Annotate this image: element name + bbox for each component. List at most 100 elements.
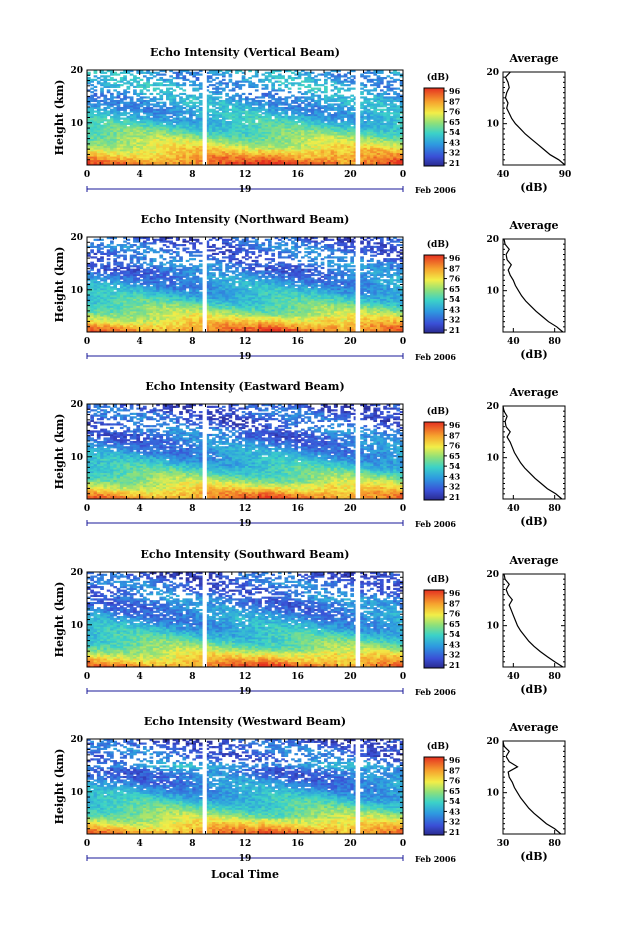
- heatmap-cell: [248, 136, 252, 140]
- heatmap-cell: [281, 143, 285, 147]
- heatmap-cell: [228, 138, 233, 141]
- heatmap-cell: [113, 131, 118, 134]
- heatmap-cell: [251, 75, 256, 78]
- heatmap-cell: [304, 71, 308, 74]
- heatmap-cell: [152, 159, 157, 162]
- panel-title: Echo Intensity (Vertical Beam): [150, 46, 340, 59]
- heatmap-cell: [333, 149, 338, 152]
- heatmap-cell: [251, 98, 256, 101]
- heatmap-cell: [149, 84, 154, 87]
- heatmap-cell: [340, 75, 345, 78]
- heatmap-cell: [198, 161, 203, 164]
- heatmap-cell: [304, 131, 308, 134]
- heatmap-cell: [159, 159, 164, 162]
- heatmap-cell: [297, 87, 302, 90]
- heatmap-cell: [87, 135, 91, 138]
- heatmap-cell: [389, 159, 394, 162]
- heatmap-cell: [195, 101, 200, 104]
- heatmap-cell: [300, 145, 305, 148]
- heatmap-cell: [291, 77, 295, 80]
- heatmap-cell: [231, 87, 236, 90]
- heatmap-cell: [324, 143, 328, 147]
- heatmap-cell: [152, 131, 157, 134]
- heatmap-cell: [146, 89, 150, 92]
- heatmap-cell: [337, 156, 341, 159]
- heatmap-cell: [228, 133, 233, 136]
- heatmap-cell: [182, 143, 187, 147]
- heatmap-cell: [268, 161, 272, 164]
- heatmap-cell: [373, 82, 378, 85]
- heatmap-cell: [113, 78, 118, 81]
- heatmap-cell: [93, 92, 98, 96]
- heatmap-cell: [347, 142, 351, 145]
- heatmap-cell: [231, 150, 236, 154]
- heatmap-cell: [271, 152, 276, 155]
- heatmap-cell: [317, 78, 322, 81]
- heatmap-cell: [182, 89, 187, 92]
- heatmap-cell: [212, 108, 216, 111]
- heatmap-cell: [277, 140, 282, 143]
- heatmap-cell: [264, 140, 269, 143]
- heatmap-cell: [324, 163, 328, 166]
- date-label: Feb 2006: [415, 185, 456, 195]
- heatmap-cell: [370, 156, 374, 159]
- heatmap-cell: [330, 161, 335, 164]
- heatmap-cell: [248, 145, 252, 148]
- heatmap-cell: [264, 154, 269, 157]
- heatmap-cell: [110, 154, 114, 157]
- heatmap-cell: [96, 152, 101, 155]
- heatmap-cell: [96, 131, 101, 134]
- heatmap-cell: [340, 135, 345, 138]
- heatmap-cell: [159, 154, 164, 157]
- heatmap-cell: [205, 159, 210, 162]
- heatmap-cell: [366, 133, 371, 136]
- heatmap-cell: [340, 136, 345, 140]
- heatmap-cell: [264, 138, 269, 141]
- heatmap-cell: [133, 152, 137, 155]
- heatmap-cell: [337, 150, 341, 154]
- heatmap-cell: [396, 143, 401, 147]
- heatmap-cell: [231, 136, 236, 140]
- heatmap-cell: [225, 121, 229, 124]
- heatmap-cell: [152, 149, 157, 152]
- heatmap-cell: [245, 133, 249, 136]
- heatmap-cell: [366, 143, 371, 147]
- heatmap-cell: [146, 99, 150, 103]
- heatmap-cell: [324, 131, 328, 134]
- heatmap-cell: [231, 131, 236, 134]
- heatmap-cell: [106, 150, 111, 154]
- heatmap-cell: [228, 112, 233, 115]
- heatmap-cell: [370, 149, 374, 152]
- heatmap-cell: [271, 101, 276, 104]
- heatmap-cell: [317, 149, 322, 152]
- heatmap-cell: [175, 157, 180, 161]
- heatmap-cell: [383, 145, 387, 148]
- heatmap-cell: [376, 161, 381, 164]
- heatmap-cell: [261, 147, 266, 150]
- heatmap-cell: [291, 149, 295, 152]
- heatmap-cell: [245, 131, 249, 134]
- heatmap-cell: [238, 80, 243, 83]
- heatmap-cell: [205, 154, 210, 157]
- heatmap-cell: [251, 147, 256, 150]
- heatmap-cell: [182, 147, 187, 150]
- heatmap-cell: [396, 71, 401, 74]
- heatmap-cell: [393, 156, 397, 159]
- heatmap-cell: [350, 136, 355, 140]
- heatmap-cell: [228, 150, 233, 154]
- heatmap-cell: [251, 156, 256, 159]
- heatmap-cell: [146, 152, 150, 155]
- heatmap-cell: [103, 147, 108, 150]
- heatmap-cell: [169, 152, 173, 155]
- heatmap-cell: [228, 121, 233, 124]
- heatmap-cell: [291, 133, 295, 136]
- heatmap-cell: [146, 149, 150, 152]
- heatmap-cell: [320, 98, 325, 101]
- heatmap-cell: [238, 143, 243, 147]
- heatmap-cell: [106, 136, 111, 140]
- heatmap-cell: [287, 115, 292, 118]
- heatmap-cell: [386, 159, 391, 162]
- heatmap-cell: [300, 73, 305, 76]
- heatmap-cell: [136, 121, 141, 124]
- heatmap-cell: [208, 108, 213, 111]
